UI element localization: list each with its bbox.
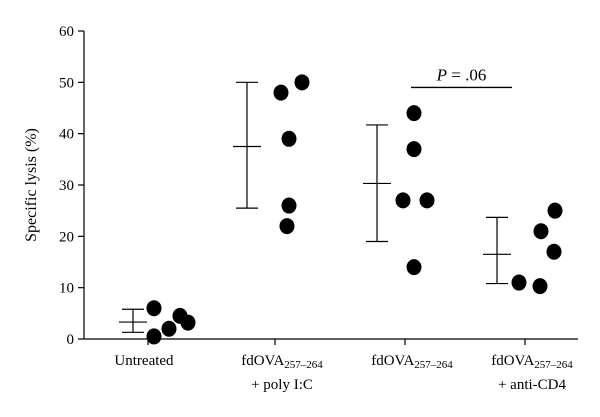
data-point bbox=[533, 223, 549, 240]
labels: 0 10 20 30 40 50 60 Specific lysis (%) Untreated… bbox=[23, 24, 573, 393]
data-point bbox=[273, 84, 289, 101]
data-point bbox=[406, 141, 422, 158]
category-label-subscript: 257–264 bbox=[414, 359, 453, 371]
data-marks bbox=[119, 74, 563, 345]
y-axis-title: Specific lysis (%) bbox=[23, 128, 40, 242]
y-tick-label: 50 bbox=[59, 75, 74, 91]
data-point bbox=[547, 202, 563, 219]
category-label-line2: + poly I:C bbox=[251, 377, 313, 393]
category-label-subscript: 257–264 bbox=[534, 359, 573, 371]
data-point bbox=[546, 243, 562, 260]
category-label: fdOVA257–264 bbox=[371, 353, 453, 371]
category-label: fdOVA257–264 bbox=[241, 353, 323, 371]
category-label-line2: + anti-CD4 bbox=[498, 377, 567, 393]
data-point bbox=[146, 300, 162, 317]
data-point bbox=[279, 218, 295, 235]
data-point bbox=[294, 74, 310, 91]
category-label-main: fdOVA bbox=[241, 353, 284, 369]
category-label-main: fdOVA bbox=[371, 353, 414, 369]
category-label-main: fdOVA bbox=[491, 353, 534, 369]
category-label: Untreated bbox=[114, 353, 174, 369]
y-tick-label: 0 bbox=[67, 332, 75, 348]
category-label-subscript: 257–264 bbox=[284, 359, 323, 371]
y-tick-label: 60 bbox=[59, 24, 74, 40]
data-point bbox=[281, 197, 297, 214]
category-label: fdOVA257–264 bbox=[491, 353, 573, 371]
data-point bbox=[281, 130, 297, 147]
axes bbox=[78, 30, 578, 345]
y-tick-label: 10 bbox=[59, 281, 74, 297]
y-tick-label: 40 bbox=[59, 127, 74, 143]
data-point bbox=[180, 314, 196, 331]
significance-p: P bbox=[436, 65, 447, 84]
data-point bbox=[419, 192, 435, 209]
y-tick-label: 30 bbox=[59, 178, 74, 194]
data-point bbox=[146, 328, 162, 345]
y-tick-label: 20 bbox=[59, 229, 74, 245]
data-point bbox=[161, 320, 177, 337]
data-point bbox=[532, 278, 548, 295]
data-point bbox=[406, 105, 422, 122]
data-point bbox=[406, 259, 422, 276]
data-point bbox=[395, 192, 411, 209]
significance-value: = .06 bbox=[447, 65, 486, 84]
significance-label: P = .06 bbox=[436, 65, 487, 84]
data-point bbox=[511, 274, 527, 291]
